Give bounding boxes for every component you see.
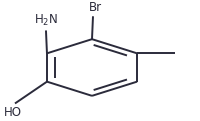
Text: $\mathrm{H_2N}$: $\mathrm{H_2N}$ [34, 13, 58, 28]
Text: HO: HO [4, 106, 22, 119]
Text: Br: Br [88, 1, 102, 14]
